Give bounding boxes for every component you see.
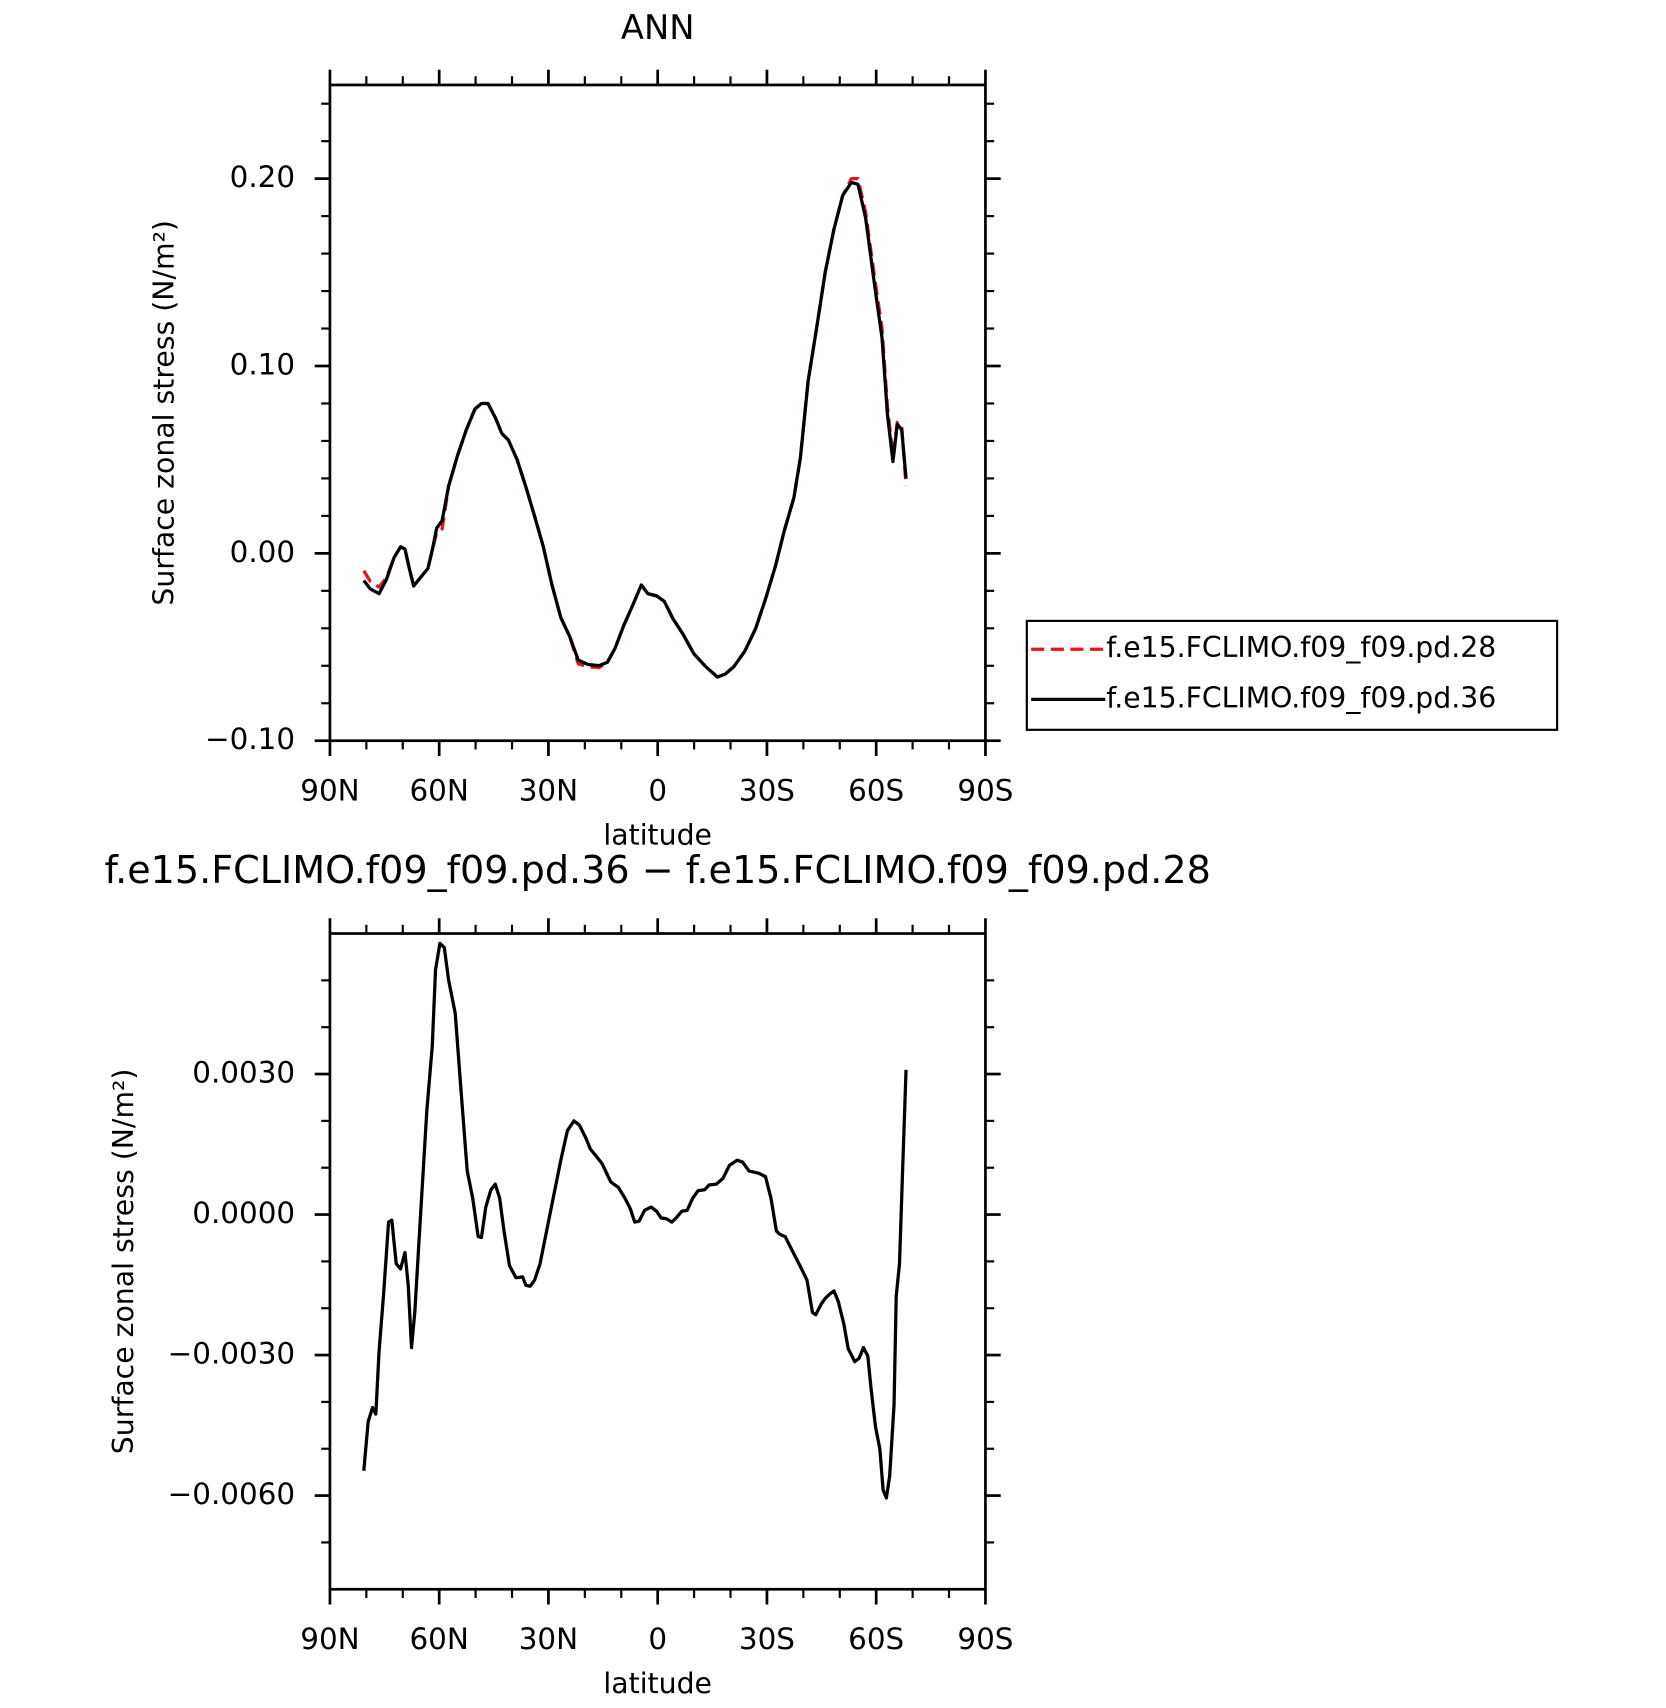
x-tick-label: 30S — [739, 773, 795, 807]
y-tick-label: −0.0030 — [168, 1337, 295, 1371]
data-line — [362, 180, 908, 679]
y-axis-label: Surface zonal stress (N/m²) — [107, 1069, 140, 1455]
y-tick-label: 0.10 — [230, 347, 295, 381]
x-tick-label: 60N — [409, 1622, 468, 1656]
x-tick-label: 0 — [648, 773, 667, 807]
x-tick-label: 90S — [957, 1622, 1013, 1656]
chart-title: f.e15.FCLIMO.f09_f09.pd.36 − f.e15.FCLIM… — [104, 848, 1210, 892]
legend-label: f.e15.FCLIMO.f09_f09.pd.28 — [1106, 631, 1496, 664]
x-tick-label: 30N — [519, 1622, 578, 1656]
x-tick-label: 60N — [409, 773, 468, 807]
x-tick-label: 90N — [300, 1622, 359, 1656]
legend-label: f.e15.FCLIMO.f09_f09.pd.36 — [1106, 681, 1496, 714]
y-tick-label: −0.0060 — [168, 1477, 295, 1511]
x-tick-label: 60S — [848, 1622, 904, 1656]
y-tick-label: 0.0030 — [192, 1056, 295, 1090]
plot-frame — [328, 83, 987, 743]
x-tick-label: 90S — [957, 773, 1013, 807]
plot-frame — [328, 932, 987, 1591]
x-tick-label: 30S — [739, 1622, 795, 1656]
y-axis-label: Surface zonal stress (N/m²) — [148, 220, 181, 606]
x-tick-label: 30N — [519, 773, 578, 807]
chart-title: ANN — [621, 8, 695, 47]
x-axis-label: latitude — [603, 1667, 712, 1700]
data-line — [362, 941, 908, 1500]
x-tick-label: 90N — [300, 773, 359, 807]
x-axis-label: latitude — [603, 819, 712, 852]
y-tick-label: 0.20 — [230, 160, 295, 194]
y-tick-label: −0.10 — [205, 722, 295, 756]
legend-box — [1025, 619, 1559, 731]
x-tick-label: 0 — [648, 1622, 667, 1656]
x-tick-label: 60S — [848, 773, 904, 807]
y-tick-label: 0.00 — [230, 535, 295, 569]
y-tick-label: 0.0000 — [192, 1196, 295, 1230]
